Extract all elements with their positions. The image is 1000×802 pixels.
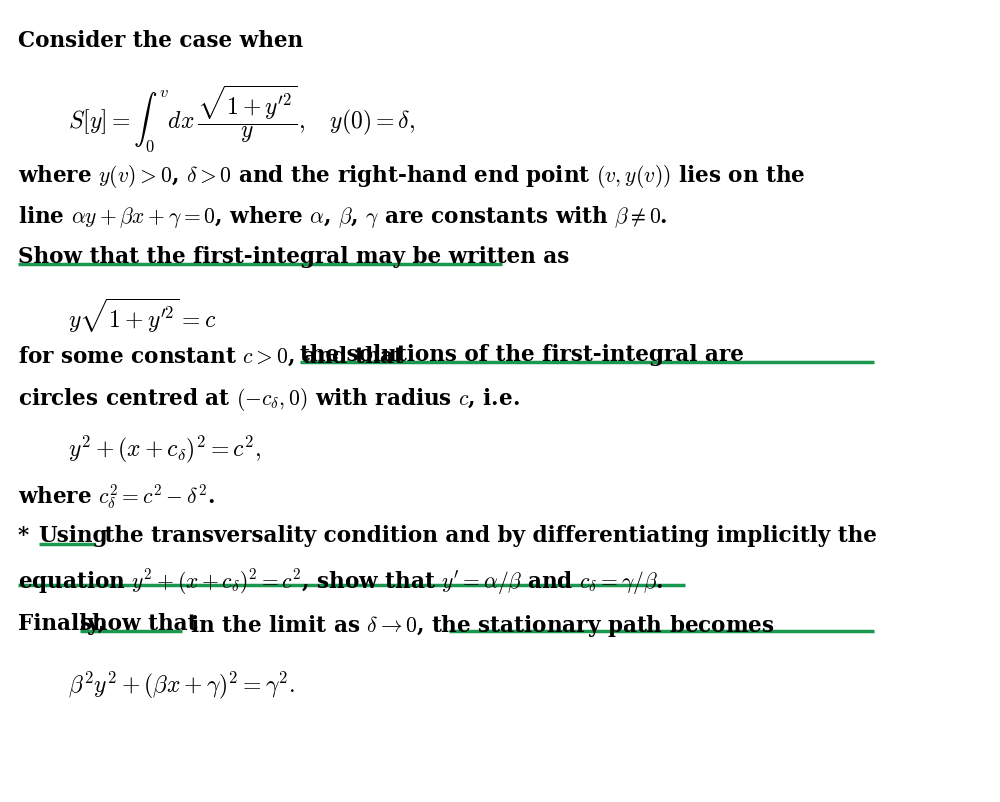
Text: Finally,: Finally, <box>18 612 113 634</box>
Text: Consider the case when: Consider the case when <box>18 30 303 51</box>
Text: $y\sqrt{1+y^{\prime 2}} = c$: $y\sqrt{1+y^{\prime 2}} = c$ <box>68 296 216 334</box>
Text: line $\alpha y + \beta x + \gamma = 0$, where $\alpha$, $\beta$, $\gamma$ are co: line $\alpha y + \beta x + \gamma = 0$, … <box>18 205 667 230</box>
Text: Show that the first-integral may be written as: Show that the first-integral may be writ… <box>18 245 569 267</box>
Text: Using: Using <box>39 525 108 547</box>
Text: in the limit as $\delta \to 0$, the stationary path becomes: in the limit as $\delta \to 0$, the stat… <box>183 612 775 638</box>
Text: $\beta^2 y^2 + (\beta x + \gamma)^2 = \gamma^2.$: $\beta^2 y^2 + (\beta x + \gamma)^2 = \g… <box>68 669 295 700</box>
Text: where $c_\delta^2 = c^2 - \delta^2$.: where $c_\delta^2 = c^2 - \delta^2$. <box>18 482 215 512</box>
Text: for some constant $c > 0$, and that: for some constant $c > 0$, and that <box>18 344 405 367</box>
Text: the solutions of the first-integral are: the solutions of the first-integral are <box>300 344 744 366</box>
Text: $y^2 + (x + c_\delta)^2 = c^2,$: $y^2 + (x + c_\delta)^2 = c^2,$ <box>68 433 261 464</box>
Text: equation $y^2 + (x + c_\delta)^2 = c^2$, show that $y^{\prime} = \alpha/\beta$ a: equation $y^2 + (x + c_\delta)^2 = c^2$,… <box>18 566 663 596</box>
Text: show that: show that <box>80 612 197 634</box>
Text: where $y(v) > 0$, $\delta > 0$ and the right-hand end point $(v, y(v))$ lies on : where $y(v) > 0$, $\delta > 0$ and the r… <box>18 163 805 190</box>
Text: circles centred at $(-c_\delta, 0)$ with radius $c$, i.e.: circles centred at $(-c_\delta, 0)$ with… <box>18 385 520 412</box>
Text: *: * <box>18 525 36 547</box>
Text: the transversality condition and by differentiating implicitly the: the transversality condition and by diff… <box>97 525 877 547</box>
Text: $S[y] = \int_0^{v} dx\, \dfrac{\sqrt{1+y^{\prime 2}}}{y}, \quad y(0) = \delta,$: $S[y] = \int_0^{v} dx\, \dfrac{\sqrt{1+y… <box>68 83 415 154</box>
